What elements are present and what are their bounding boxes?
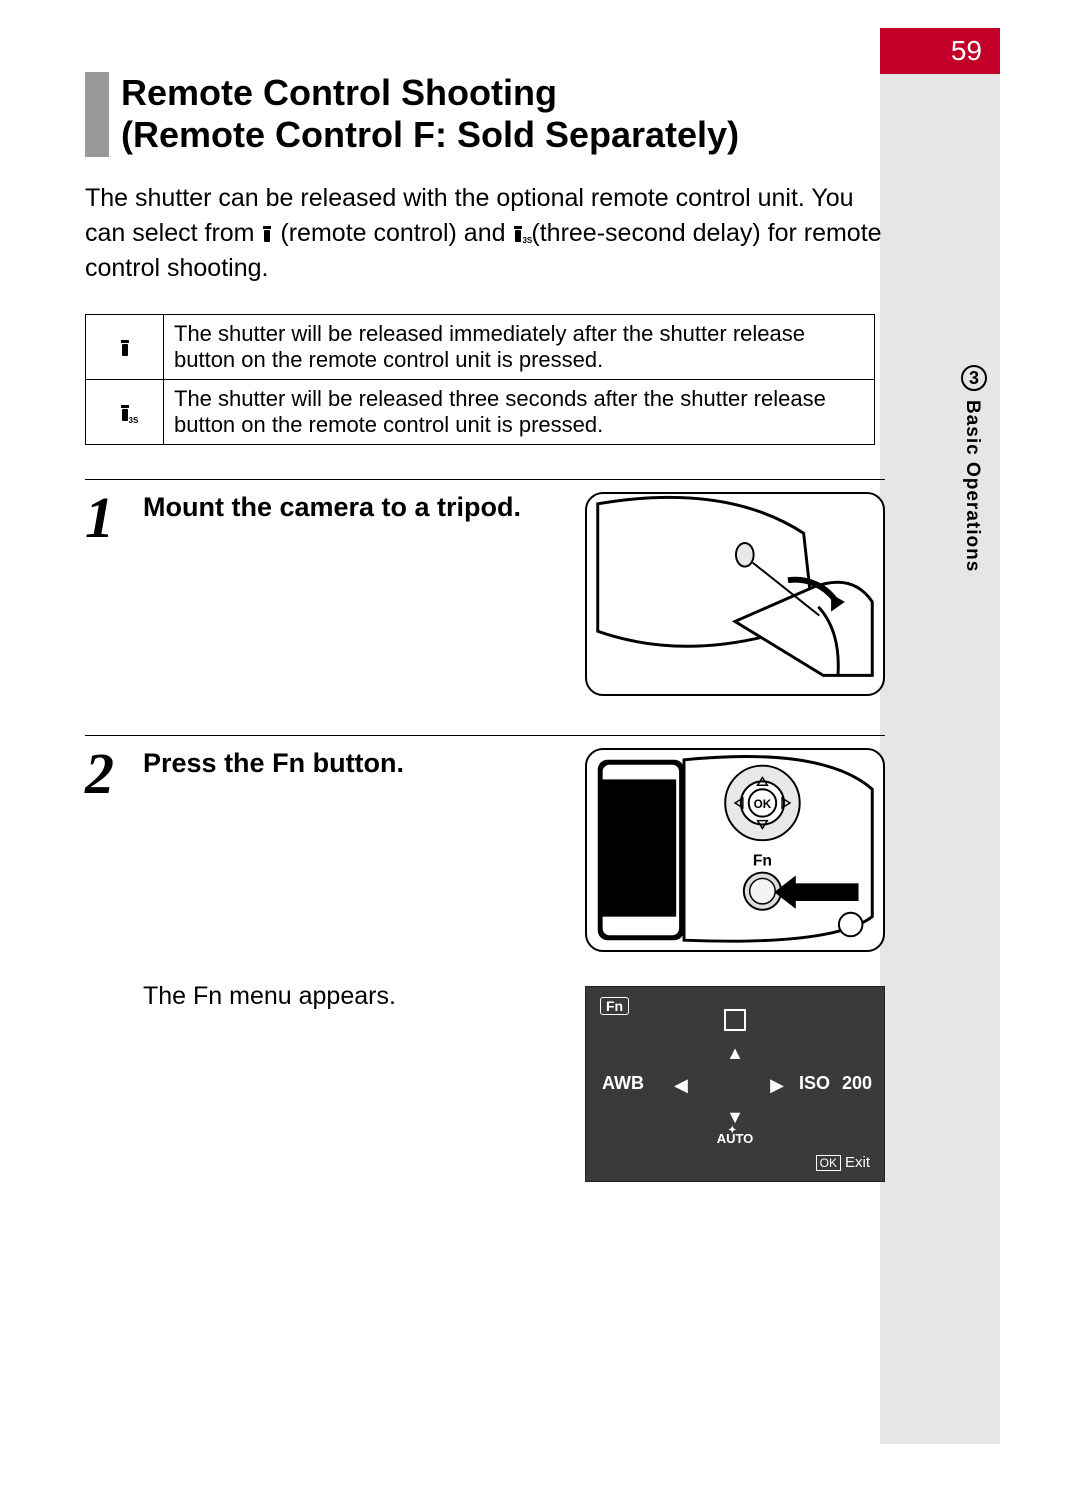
remote-icon xyxy=(119,338,131,358)
mode-desc: The shutter will be released immediately… xyxy=(164,314,875,379)
step-title: Mount the camera to a tripod. xyxy=(143,492,561,523)
step-number: 1 xyxy=(85,492,121,701)
tripod-illustration xyxy=(585,492,885,701)
exit-label: Exit xyxy=(845,1154,870,1171)
iso-value: 200 xyxy=(842,1073,872,1094)
remote-3s-icon: 3S xyxy=(512,224,524,244)
intro-paragraph: The shutter can be released with the opt… xyxy=(85,181,885,286)
step-title-pre: Press the xyxy=(143,748,272,778)
step-title: Press the Fn button. xyxy=(143,748,561,779)
step-number: 2 xyxy=(85,748,121,1182)
side-stripe xyxy=(880,74,1000,1444)
step2-illustrations: OK Fn xyxy=(585,748,885,952)
fn-label: Fn xyxy=(272,748,305,778)
fn-button-illustration: OK Fn xyxy=(585,748,885,952)
awb-label: AWB xyxy=(602,1073,644,1094)
step-body: Mount the camera to a tripod. xyxy=(143,492,885,701)
drive-mode-icon xyxy=(724,1009,746,1031)
ok-label: OK xyxy=(754,798,772,811)
mode-icon-cell: 3S xyxy=(86,379,164,444)
page-number: 59 xyxy=(880,28,1000,74)
iso-label: ISO xyxy=(799,1073,830,1094)
intro-text-2: (remote control) and xyxy=(280,219,512,247)
mode-desc: The shutter will be released three secon… xyxy=(164,379,875,444)
step-2: 2 Press the Fn button. xyxy=(85,735,885,1182)
chapter-number-circle: 3 xyxy=(961,365,987,391)
ok-exit: OKExit xyxy=(816,1154,870,1171)
step-title-post: button. xyxy=(305,748,404,778)
fn-badge: Fn xyxy=(600,997,629,1015)
table-row: The shutter will be released immediately… xyxy=(86,314,875,379)
fn-text: Fn xyxy=(753,853,772,870)
arrow-right-icon: ▶ xyxy=(770,1075,784,1096)
remote-icon xyxy=(261,224,273,244)
heading-text: Remote Control Shooting(Remote Control F… xyxy=(109,72,739,157)
table-row: 3S The shutter will be released three se… xyxy=(86,379,875,444)
mode-icon-cell xyxy=(86,314,164,379)
chapter-number: 3 xyxy=(969,368,979,389)
arrow-up-icon: ▲ xyxy=(726,1043,744,1064)
step-body: Press the Fn button. OK xyxy=(143,748,885,1182)
auto-label: AU✦TO xyxy=(717,1131,754,1146)
remote-3s-icon: 3S xyxy=(119,403,131,423)
ok-box: OK xyxy=(816,1155,841,1171)
section-heading: Remote Control Shooting(Remote Control F… xyxy=(85,72,885,157)
arrow-left-icon: ◀ xyxy=(674,1075,688,1096)
fn-menu-screen: Fn ▲ ▼ ◀ ▶ AWB ISO 200 AU✦TO OKExit xyxy=(585,986,885,1182)
chapter-title: Basic Operations xyxy=(961,400,983,572)
step-1: 1 Mount the camera to a tripod. xyxy=(85,479,885,701)
heading-accent-bar xyxy=(85,72,109,157)
modes-table: The shutter will be released immediately… xyxy=(85,314,875,445)
heading-line: Remote Control Shooting(Remote Control F… xyxy=(121,72,739,155)
page-number-value: 59 xyxy=(951,35,982,67)
step-caption: The Fn menu appears. xyxy=(143,982,561,1011)
page-content: Remote Control Shooting(Remote Control F… xyxy=(85,72,885,1216)
